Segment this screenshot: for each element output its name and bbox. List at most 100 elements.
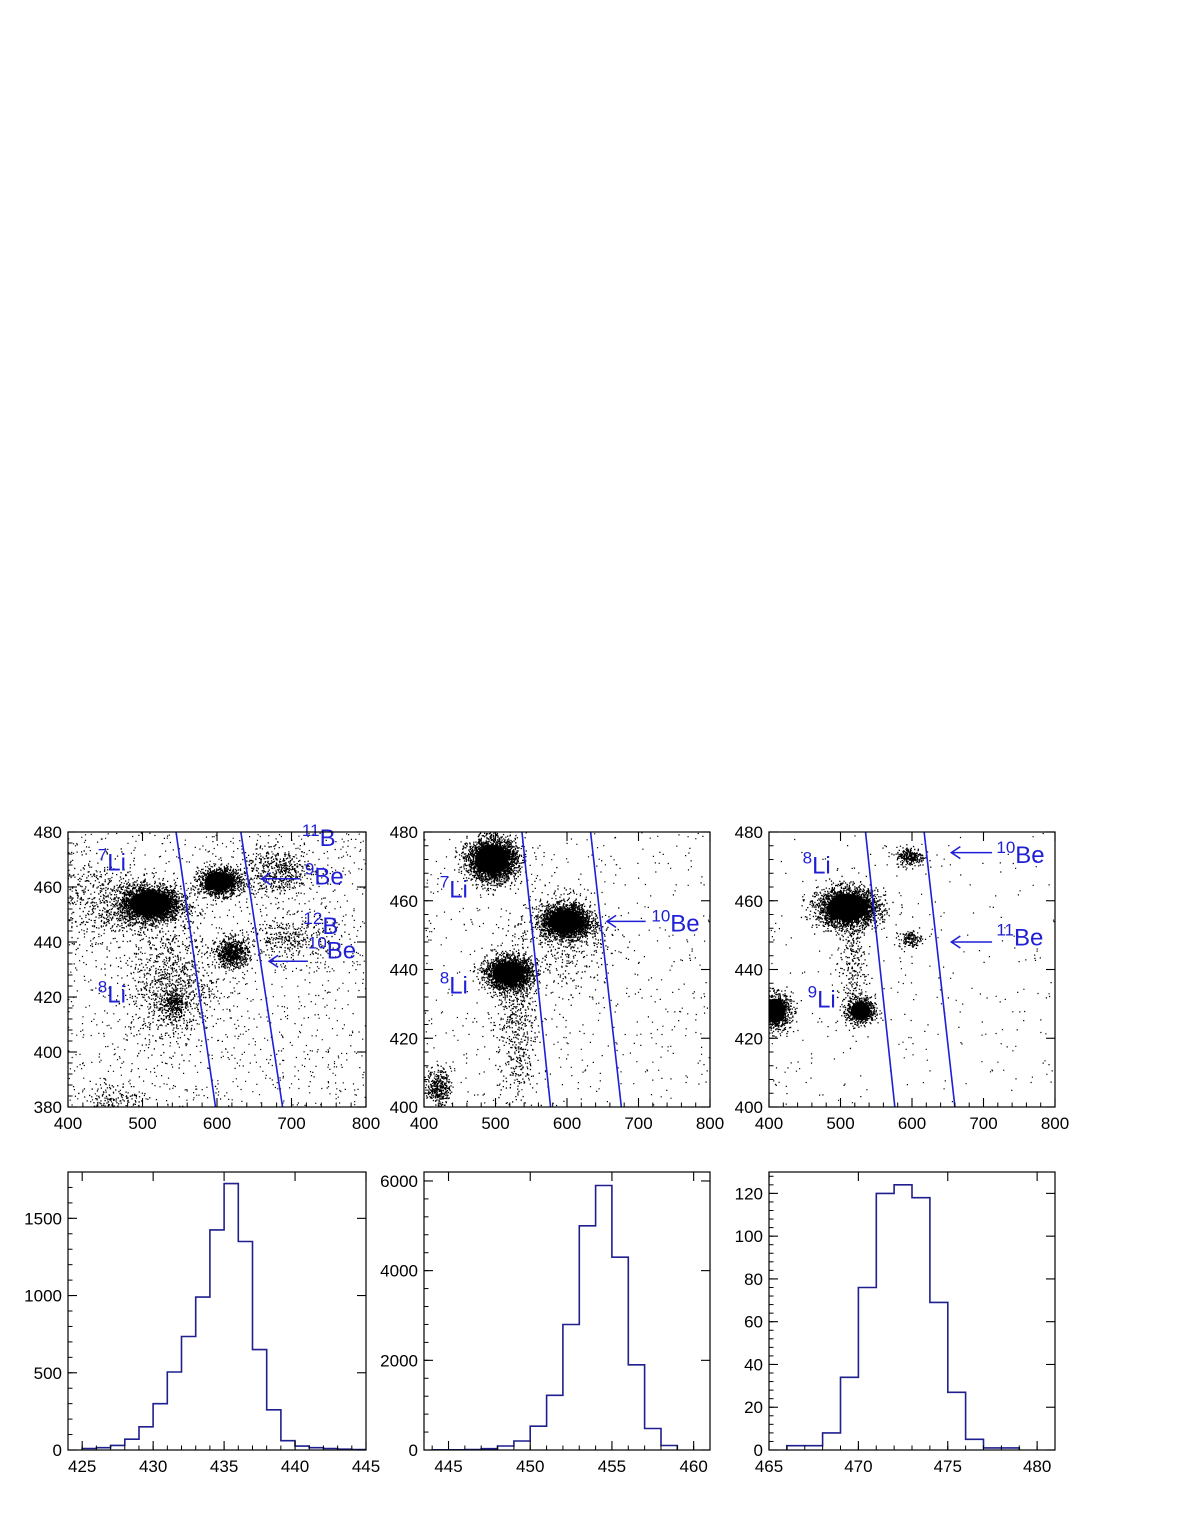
x-tick-label: 465 (755, 1457, 783, 1476)
x-tick-label: 600 (553, 1114, 581, 1133)
x-tick-label: 450 (516, 1457, 544, 1476)
x-tick-label: 400 (54, 1114, 82, 1133)
isotope-label-9be: 9Be (305, 859, 344, 890)
plot-area (786, 1184, 1021, 1450)
plot-area (431, 1184, 679, 1450)
y-tick-label: 480 (390, 823, 418, 842)
cut-line-1 (923, 832, 956, 1107)
y-tick-label: 500 (34, 1364, 62, 1383)
plot-area (424, 832, 710, 1107)
x-tick-label: 800 (1041, 1114, 1069, 1133)
arrow-0 (260, 872, 301, 886)
scatter-points (769, 832, 1055, 1105)
y-tick-label: 460 (735, 892, 763, 911)
isotope-label-9li: 9Li (808, 982, 836, 1013)
y-tick-label: 420 (735, 1029, 763, 1048)
x-tick-label: 435 (210, 1457, 238, 1476)
x-tick-label: 800 (352, 1114, 380, 1133)
plot-area (68, 832, 366, 1107)
cut-line-1 (240, 832, 284, 1107)
panel-top-middle: 7Li 8Li 10Be 400 500 600 700 800 400 420 440 460 480 (390, 823, 725, 1133)
plot-area (81, 1182, 366, 1450)
y-tick-label: 440 (34, 933, 62, 952)
y-tick-label: 60 (744, 1313, 763, 1332)
isotope-label-7li: 7Li (440, 872, 468, 903)
histogram-line (431, 1184, 679, 1450)
y-tick-label: 480 (735, 823, 763, 842)
x-tick-label: 600 (898, 1114, 926, 1133)
y-tick-label: 440 (390, 961, 418, 980)
panel-top-right: 8Li 9Li 10Be 11Be 400 500 600 700 800 400 420 440 46… (735, 823, 1070, 1133)
arrow-1 (949, 935, 993, 949)
x-tick-label: 455 (598, 1457, 626, 1476)
x-tick-label: 400 (755, 1114, 783, 1133)
histogram-line (81, 1182, 366, 1450)
cut-line-0 (864, 832, 896, 1107)
x-tick-label: 700 (277, 1114, 305, 1133)
y-tick-label: 460 (390, 892, 418, 911)
y-tick-label: 80 (744, 1270, 763, 1289)
panel-bottom-right: 465 470 475 480 0 20 40 60 80 100 120 (735, 1171, 1056, 1476)
x-tick-label: 500 (128, 1114, 156, 1133)
cut-line-0 (175, 832, 217, 1107)
y-tick-label: 2000 (380, 1351, 418, 1370)
y-tick-label: 1500 (24, 1209, 62, 1228)
y-tick-label: 400 (34, 1043, 62, 1062)
axes-frame (423, 831, 711, 1108)
isotope-label-8li: 8Li (803, 848, 831, 879)
isotope-label-11b: 11B (302, 821, 336, 852)
x-tick-label: 400 (410, 1114, 438, 1133)
x-tick-label: 600 (203, 1114, 231, 1133)
arrow-0 (949, 845, 993, 860)
isotope-label-10be: 10Be (308, 934, 356, 965)
y-tick-label: 440 (735, 961, 763, 980)
x-tick-label: 700 (969, 1114, 997, 1133)
scatter-points (68, 832, 366, 1107)
x-tick-label: 445 (352, 1457, 380, 1476)
axes-frame (67, 1171, 367, 1451)
y-tick-label: 20 (744, 1398, 763, 1417)
y-tick-label: 6000 (380, 1172, 418, 1191)
x-tick-label: 440 (281, 1457, 309, 1476)
y-tick-label: 400 (735, 1098, 763, 1117)
y-tick-label: 0 (53, 1441, 62, 1460)
isotope-label-10be: 10Be (651, 907, 699, 938)
x-tick-label: 500 (826, 1114, 854, 1133)
y-tick-label: 120 (735, 1184, 763, 1203)
y-tick-label: 40 (744, 1355, 763, 1374)
isotope-label-10be: 10Be (996, 838, 1044, 869)
isotope-label-8li: 8Li (98, 978, 126, 1009)
x-tick-label: 700 (624, 1114, 652, 1133)
y-tick-label: 400 (390, 1098, 418, 1117)
panel-bottom-middle: 445 450 455 460 0 2000 4000 6000 (380, 1171, 711, 1476)
y-tick-label: 0 (754, 1441, 763, 1460)
x-tick-label: 500 (481, 1114, 509, 1133)
y-tick-label: 380 (34, 1098, 62, 1117)
x-tick-label: 430 (139, 1457, 167, 1476)
y-tick-label: 1000 (24, 1287, 62, 1306)
axes-frame (423, 1171, 711, 1451)
axes-frame (768, 1171, 1056, 1451)
x-tick-label: 800 (696, 1114, 724, 1133)
x-tick-label: 480 (1023, 1457, 1051, 1476)
histogram-line (786, 1184, 1021, 1450)
y-tick-label: 100 (735, 1227, 763, 1246)
y-tick-label: 4000 (380, 1262, 418, 1281)
isotope-label-7li: 7Li (98, 846, 126, 877)
arrow-0 (605, 914, 646, 929)
y-tick-label: 420 (34, 988, 62, 1007)
isotope-label-8li: 8Li (440, 969, 468, 1000)
isotope-label-12b: 12B (303, 909, 338, 940)
x-tick-label: 475 (934, 1457, 962, 1476)
panel-bottom-left: 425 430 435 440 445 0 500 1000 1500 (24, 1171, 380, 1476)
x-tick-label: 445 (434, 1457, 462, 1476)
y-tick-label: 420 (390, 1029, 418, 1048)
y-tick-label: 0 (409, 1441, 418, 1460)
x-tick-label: 425 (68, 1457, 96, 1476)
plot-area (769, 832, 1055, 1107)
isotope-label-11be: 11Be (996, 920, 1043, 951)
y-tick-label: 480 (34, 823, 62, 842)
cut-line-0 (521, 832, 552, 1107)
